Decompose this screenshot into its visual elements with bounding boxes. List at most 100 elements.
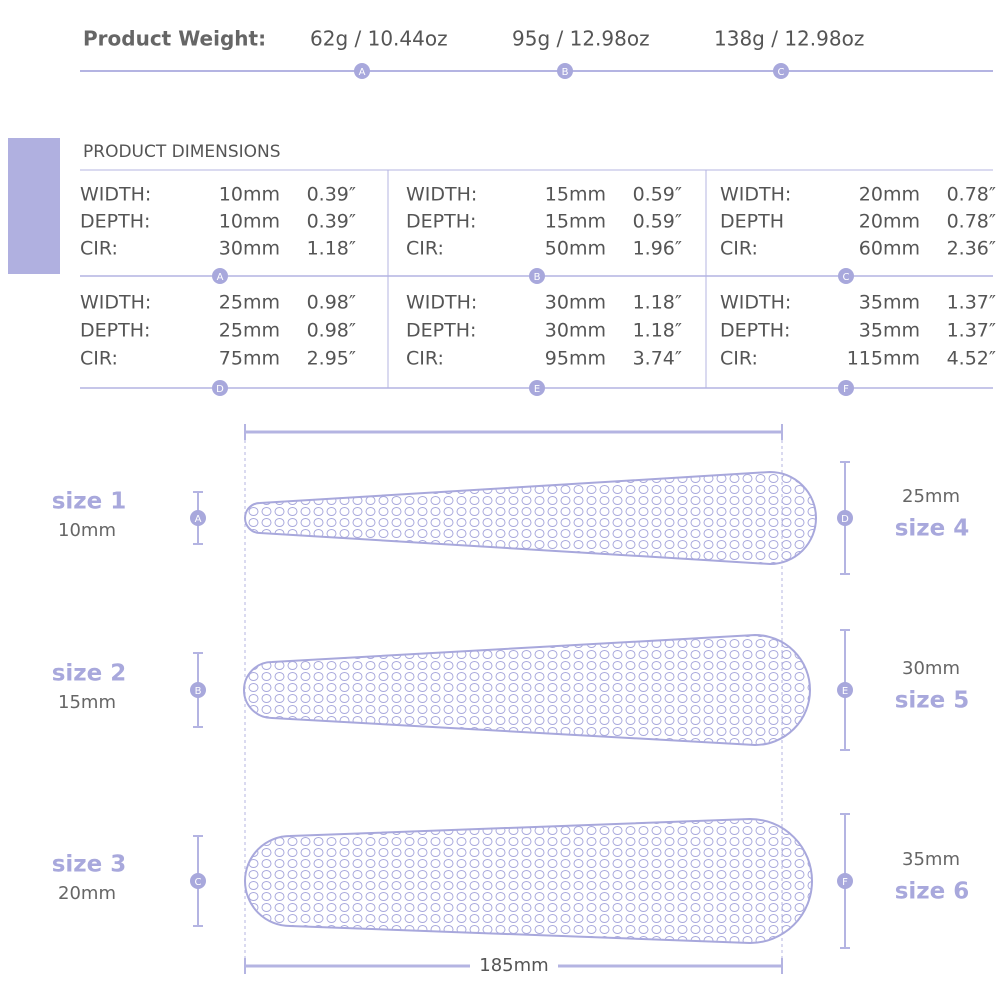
weight-value: 62g / 10.44oz <box>310 27 448 51</box>
dim-label: WIDTH: <box>720 292 791 314</box>
dim-mm: 30mm <box>545 320 606 342</box>
marker-circle <box>354 63 370 79</box>
size-mm: 30mm <box>902 658 960 679</box>
marker-circle <box>837 682 853 698</box>
marker-circle <box>557 63 573 79</box>
marker-letter: D <box>216 384 224 395</box>
dim-inch: 1.37″ <box>947 292 996 314</box>
size-mm: 35mm <box>902 849 960 870</box>
marker-letter: B <box>562 67 569 78</box>
dim-inch: 4.52″ <box>947 348 996 370</box>
dim-inch: 0.59″ <box>633 184 682 206</box>
dim-label: CIR: <box>720 238 758 260</box>
dim-label: WIDTH: <box>406 292 477 314</box>
marker-letter: A <box>359 67 366 78</box>
marker-letter: A <box>195 514 202 525</box>
size-mm: 20mm <box>58 883 116 904</box>
dim-label: CIR: <box>80 348 118 370</box>
weight-value: 95g / 12.98oz <box>512 27 650 51</box>
marker-letter: F <box>843 384 849 395</box>
dimensions-title: PRODUCT DIMENSIONS <box>83 142 281 162</box>
dim-label: WIDTH: <box>80 184 151 206</box>
products <box>243 470 817 945</box>
marker-circle <box>190 873 206 889</box>
dim-inch: 1.96″ <box>633 238 682 260</box>
size-name: size 5 <box>895 688 970 714</box>
dim-mm: 50mm <box>545 238 606 260</box>
size-name: size 6 <box>895 879 970 905</box>
dim-label: DEPTH: <box>720 320 790 342</box>
dim-mm: 15mm <box>545 184 606 206</box>
marker-letter: A <box>217 272 224 283</box>
dim-mm: 10mm <box>219 184 280 206</box>
dim-mm: 10mm <box>219 211 280 233</box>
dim-mm: 30mm <box>219 238 280 260</box>
dim-label: DEPTH <box>720 211 784 233</box>
marker-circle <box>190 682 206 698</box>
marker-circle <box>837 510 853 526</box>
dim-label: CIR: <box>80 238 118 260</box>
dim-mm: 15mm <box>545 211 606 233</box>
size-name: size 2 <box>52 661 127 687</box>
marker-circle <box>529 268 545 284</box>
dim-mm: 35mm <box>859 292 920 314</box>
dim-label: WIDTH: <box>80 292 151 314</box>
dim-inch: 0.59″ <box>633 211 682 233</box>
size-name: size 3 <box>52 852 127 878</box>
size-name: size 4 <box>895 516 970 542</box>
dim-label: CIR: <box>406 238 444 260</box>
marker-circle <box>838 268 854 284</box>
marker-letter: F <box>842 877 848 888</box>
length-label: 185mm <box>479 955 548 976</box>
dim-mm: 20mm <box>859 211 920 233</box>
marker-letter: E <box>534 384 540 395</box>
marker-letter: C <box>778 67 785 78</box>
dim-inch: 0.78″ <box>947 184 996 206</box>
dim-label: WIDTH: <box>720 184 791 206</box>
marker-letter: B <box>534 272 541 283</box>
dim-mm: 30mm <box>545 292 606 314</box>
accent-block <box>8 138 60 274</box>
marker-letter: E <box>842 686 848 697</box>
dim-inch: 0.98″ <box>307 320 356 342</box>
size-name: size 1 <box>52 489 127 515</box>
marker-letter: C <box>843 272 850 283</box>
dim-inch: 1.37″ <box>947 320 996 342</box>
weight-label: Product Weight: <box>83 27 266 51</box>
dim-label: CIR: <box>720 348 758 370</box>
weight-value: 138g / 12.98oz <box>714 27 864 51</box>
marker-circle <box>837 873 853 889</box>
dim-mm: 60mm <box>859 238 920 260</box>
dim-mm: 20mm <box>859 184 920 206</box>
size-mm: 10mm <box>58 520 116 541</box>
dim-label: DEPTH: <box>406 320 476 342</box>
dim-inch: 1.18″ <box>307 238 356 260</box>
dim-inch: 3.74″ <box>633 348 682 370</box>
marker-letter: B <box>195 686 202 697</box>
dim-label: WIDTH: <box>406 184 477 206</box>
dim-mm: 25mm <box>219 320 280 342</box>
marker-circle <box>529 380 545 396</box>
dim-mm: 95mm <box>545 348 606 370</box>
dim-mm: 35mm <box>859 320 920 342</box>
dim-label: DEPTH: <box>80 211 150 233</box>
marker-circle <box>773 63 789 79</box>
dim-inch: 2.95″ <box>307 348 356 370</box>
size-mm: 15mm <box>58 692 116 713</box>
dim-inch: 0.39″ <box>307 211 356 233</box>
size-mm: 25mm <box>902 486 960 507</box>
marker-circle <box>838 380 854 396</box>
dim-label: DEPTH: <box>406 211 476 233</box>
marker-circle <box>190 510 206 526</box>
dim-inch: 0.39″ <box>307 184 356 206</box>
dim-inch: 1.18″ <box>633 320 682 342</box>
dim-inch: 0.78″ <box>947 211 996 233</box>
marker-letter: C <box>195 877 202 888</box>
marker-circle <box>212 268 228 284</box>
dim-label: CIR: <box>406 348 444 370</box>
dim-inch: 1.18″ <box>633 292 682 314</box>
dim-mm: 115mm <box>847 348 920 370</box>
marker-letter: D <box>841 514 849 525</box>
dim-mm: 75mm <box>219 348 280 370</box>
